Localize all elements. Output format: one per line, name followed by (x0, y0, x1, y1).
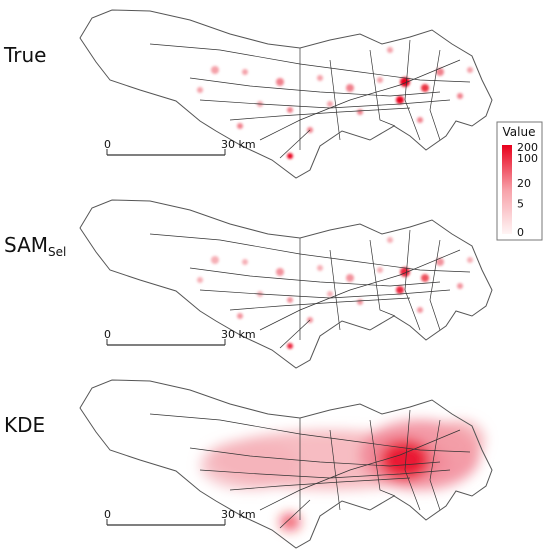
label-main: SAM (4, 233, 48, 257)
label-subscript: Sel (48, 245, 66, 259)
map-panel: True 0 30 km (3, 9, 493, 179)
panel-label: KDE (4, 413, 45, 437)
legend-tick-label: 5 (517, 197, 524, 210)
scale-start: 0 (104, 138, 111, 151)
legend-tick-label: 100 (517, 152, 538, 165)
scale-start: 0 (104, 508, 111, 521)
scale-start: 0 (104, 328, 111, 341)
legend-tick-label: 20 (517, 177, 531, 190)
label-main: True (3, 43, 46, 67)
map-panel: SAMSel 0 30 km (4, 199, 493, 369)
legend-title: Value (503, 125, 536, 139)
rail-lines (149, 39, 471, 159)
scale-end: 30 km (221, 328, 256, 341)
label-main: KDE (4, 413, 45, 437)
scale-end: 30 km (221, 508, 256, 521)
color-ramp (502, 145, 512, 234)
legend-tick-label: 0 (517, 226, 524, 239)
rail-lines (149, 229, 471, 349)
map-panel: KDE 0 30 km (4, 379, 493, 549)
scale-end: 30 km (221, 138, 256, 151)
legend-tick-label: 200 (517, 141, 538, 154)
panel-label: True (3, 43, 46, 67)
panel-label: SAMSel (4, 233, 66, 259)
